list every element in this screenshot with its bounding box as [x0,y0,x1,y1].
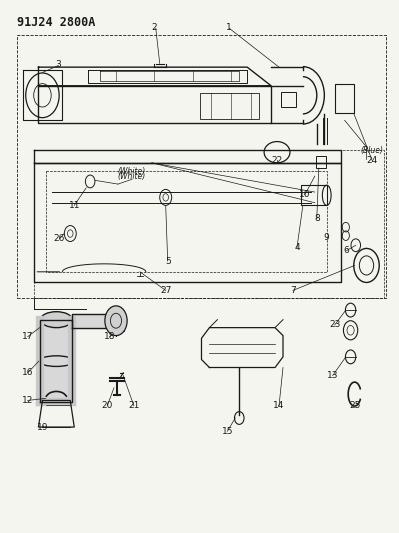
Text: 12: 12 [22,396,34,405]
Text: 1: 1 [227,23,232,32]
Text: 21: 21 [128,401,140,410]
Text: 10: 10 [299,190,310,199]
Text: 8: 8 [314,214,320,223]
Text: (White): (White) [118,172,146,181]
Text: 18: 18 [104,332,116,341]
Text: 5: 5 [165,257,170,265]
Bar [316,157,326,168]
Text: 13: 13 [327,371,338,380]
Bar [200,93,259,119]
Text: 11: 11 [69,201,80,210]
Text: 4: 4 [294,244,300,253]
Bar [335,84,354,114]
Text: 20: 20 [102,401,113,410]
Text: (Blue): (Blue) [361,146,383,155]
Text: (White): (White) [118,167,146,176]
Text: 15: 15 [221,427,233,436]
Text: 2: 2 [151,23,156,32]
Bar [301,185,327,205]
Text: 3: 3 [55,60,61,69]
Text: 25: 25 [349,401,360,410]
Text: 19: 19 [37,423,48,432]
Text: 24: 24 [367,156,378,165]
Text: 9: 9 [324,233,330,242]
Text: 91J24 2800A: 91J24 2800A [17,15,95,29]
Text: 6: 6 [344,246,350,255]
Text: 16: 16 [22,368,34,377]
Ellipse shape [40,312,72,328]
Text: 14: 14 [273,401,285,410]
Text: 23: 23 [329,320,340,329]
Circle shape [105,306,127,336]
Bar [281,92,296,107]
Text: 7: 7 [290,286,296,295]
Text: 26: 26 [54,235,65,244]
Text: 22: 22 [271,156,282,165]
Text: 27: 27 [160,286,172,295]
Text: 17: 17 [22,332,34,341]
